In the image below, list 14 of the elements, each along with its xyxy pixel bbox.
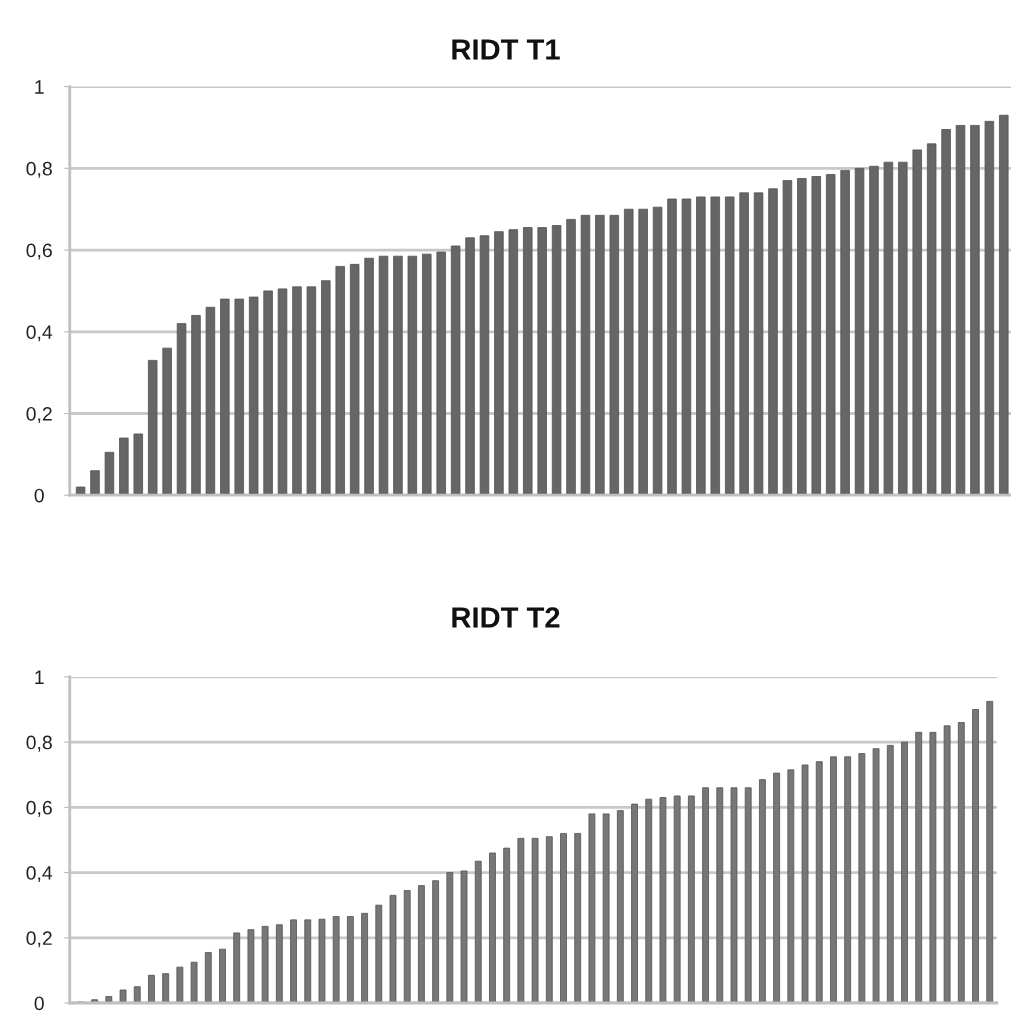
- y-tick-label: 0: [34, 488, 44, 503]
- y-tick-label: 1: [35, 80, 44, 94]
- y-tick-label: 0,2: [26, 406, 52, 424]
- y-tick-label: 0,8: [26, 735, 52, 752]
- chart-title: RIDT T1: [452, 39, 560, 60]
- y-tick-label: 0,2: [26, 931, 52, 948]
- chart-title: RIDT T2: [452, 607, 560, 628]
- y-tick-label: 0,4: [26, 325, 53, 342]
- y-tick-label: 0,4: [26, 866, 53, 883]
- y-tick-label: 0: [34, 996, 44, 1011]
- y-tick-label: 0,6: [26, 800, 52, 817]
- y-tick-label: 0,8: [26, 161, 52, 178]
- y-tick-label: 0,6: [26, 243, 52, 260]
- y-tick-label: 1: [35, 670, 44, 684]
